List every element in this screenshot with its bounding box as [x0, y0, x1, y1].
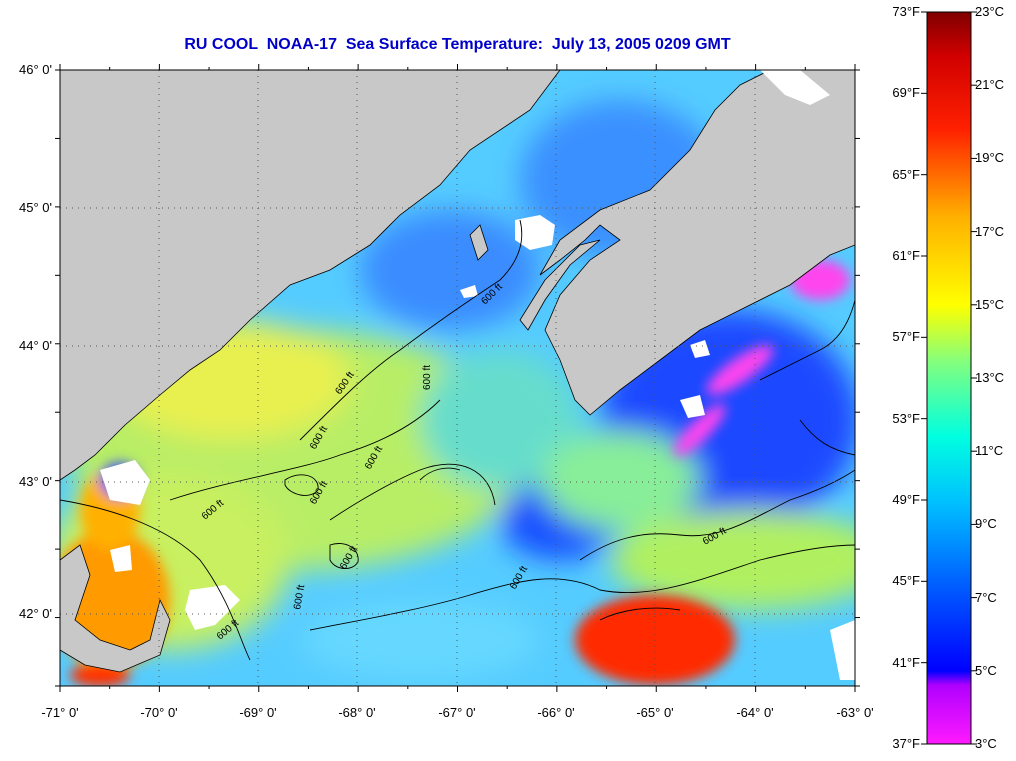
isobath-label: 600 ft — [422, 365, 433, 390]
colorbar-celsius-label: 11°C — [975, 443, 1004, 459]
colorbar-celsius-label: 23°C — [975, 4, 1005, 19]
colorbar-fahrenheit-label: 65°F — [892, 166, 920, 182]
land-grand-manan — [469, 224, 489, 261]
latitude-label: 46° 0' — [19, 62, 52, 77]
colorbar-celsius-label: 9°C — [975, 516, 997, 532]
cloud-patches — [100, 70, 855, 680]
longitude-label: -68° 0' — [338, 705, 376, 720]
land-mainland — [60, 70, 561, 481]
colorbar-celsius-label: 17°C — [975, 223, 1005, 239]
longitude-label: -63° 0' — [836, 705, 874, 720]
sst-field — [60, 70, 855, 686]
axis-ticks — [55, 64, 860, 692]
colorbar-fahrenheit-label: 69°F — [892, 85, 920, 101]
longitude-label: -71° 0' — [41, 705, 79, 720]
land-long-island — [519, 239, 601, 331]
longitude-label: -65° 0' — [636, 705, 674, 720]
colorbar-ticks — [921, 11, 977, 745]
isobath-label: 600 ft — [292, 584, 307, 611]
longitude-label: -67° 0' — [438, 705, 476, 720]
colorbar-fahrenheit-label: 49°F — [892, 492, 920, 507]
longitude-label: -70° 0' — [140, 705, 178, 720]
colorbar-celsius-label: 21°C — [975, 77, 1005, 93]
colorbar-celsius-label: 13°C — [975, 370, 1005, 385]
latitude-label: 44° 0' — [19, 338, 52, 353]
colorbar-celsius-label: 15°C — [975, 296, 1005, 312]
latitude-label: 42° 0' — [19, 606, 52, 621]
colorbar — [926, 11, 972, 745]
colorbar-celsius-label: 5°C — [975, 662, 997, 678]
colorbar-celsius-label: 7°C — [975, 589, 997, 605]
isobath-contours — [60, 219, 855, 661]
colorbar-fahrenheit-label: 53°F — [892, 410, 920, 426]
graticule — [60, 70, 855, 686]
latitude-label: 43° 0' — [19, 474, 52, 489]
colorbar-celsius-label: 19°C — [975, 150, 1005, 166]
latitude-label: 45° 0' — [19, 200, 52, 215]
longitude-label: -66° 0' — [537, 705, 575, 720]
longitude-label: -64° 0' — [736, 705, 774, 720]
colorbar-fahrenheit-label: 45°F — [892, 573, 920, 589]
colorbar-fahrenheit-label: 61°F — [892, 248, 920, 263]
colorbar-celsius-label: 3°C — [975, 736, 997, 751]
colorbar-fahrenheit-label: 73°F — [892, 4, 920, 19]
colorbar-fahrenheit-label: 37°F — [892, 736, 920, 751]
colorbar-fahrenheit-label: 41°F — [892, 654, 920, 670]
land-nova-scotia — [539, 70, 855, 416]
longitude-label: -69° 0' — [239, 705, 277, 720]
land-capecod — [60, 544, 171, 673]
map-title: RU COOL NOAA-17 Sea Surface Temperature:… — [184, 36, 731, 53]
colorbar-fahrenheit-label: 57°F — [892, 329, 920, 345]
